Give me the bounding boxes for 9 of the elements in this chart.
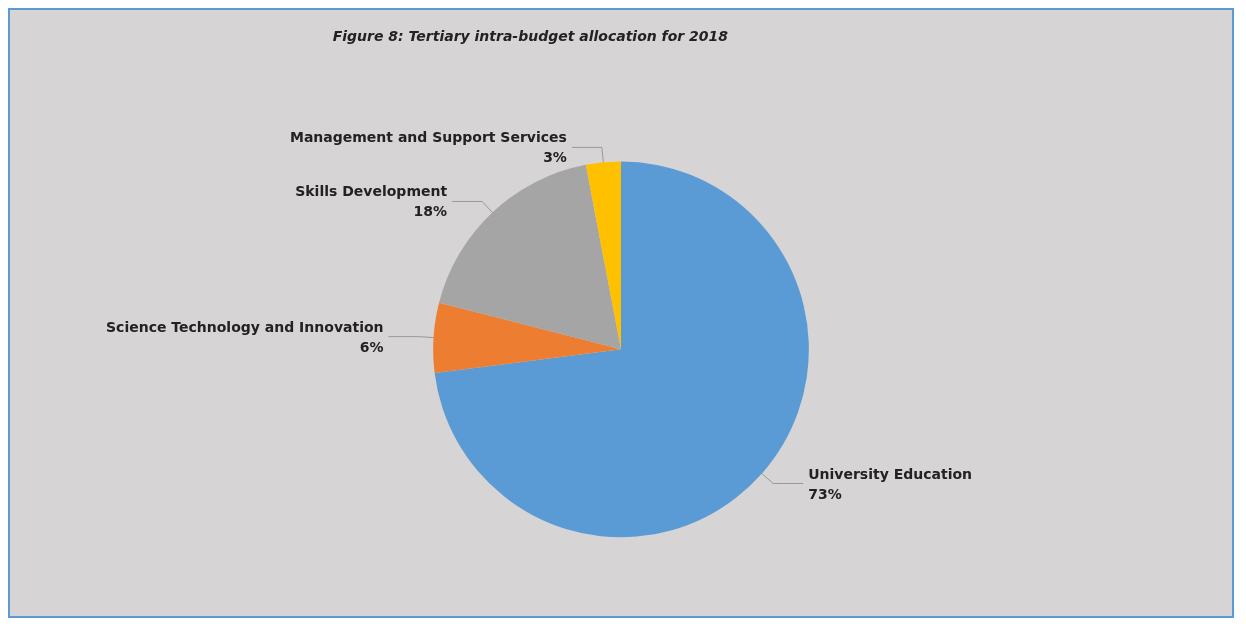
data-label: 3% [543, 149, 567, 166]
chart-title: Figure 8: Tertiary intra-budget allocation for 2018 [332, 28, 729, 44]
data-label: 6% [359, 338, 384, 355]
slice-label: University Education [808, 465, 973, 482]
data-label: 18% [413, 203, 448, 220]
slice-label: Skills Development [295, 183, 448, 200]
slice-label: Management and Support Services [289, 129, 567, 146]
slice-label: Science Technology and Innovation [106, 318, 384, 335]
data-label: 73% [808, 485, 842, 502]
